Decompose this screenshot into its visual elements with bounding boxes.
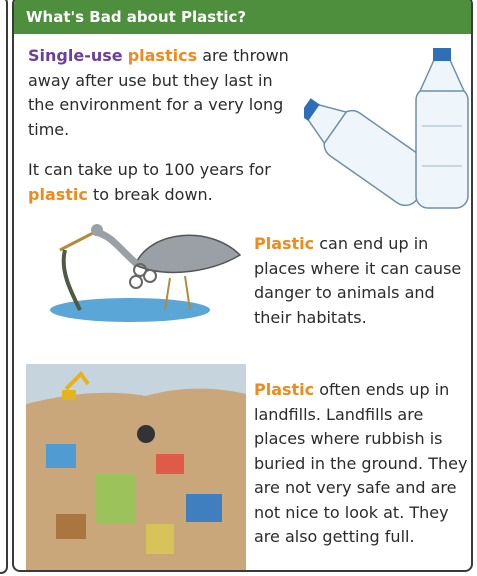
text: can end up in places where it can cause … [254,234,462,327]
panel: What's Bad about Plastic? Single-use pla… [12,0,473,572]
header-title: What's Bad about Plastic? [26,8,247,26]
landfill-image [26,364,246,570]
highlight: plastic [28,184,88,204]
bottles-image [304,48,469,209]
intro-paragraph: Single-use plastics are thrown away afte… [28,44,298,142]
text: often ends up in landfills. Landfills ar… [254,380,468,546]
heron-image [50,224,242,322]
bottle-standing [415,48,469,209]
text: to break down. [92,184,213,204]
landfills-paragraph: Plastic often ends up in landfills. Land… [254,378,471,550]
header-bar: What's Bad about Plastic? [14,0,471,34]
adjacent-panel [0,0,8,574]
highlight: Plastic [254,380,315,399]
bottle-lying [304,98,434,207]
highlight: plastics [127,46,198,65]
highlight: Plastic [254,234,315,253]
text: are thrown away after use but they last … [28,46,289,139]
highlight: Single-use [28,46,123,65]
animals-paragraph: Plastic can end up in places where it ca… [254,232,471,330]
fact-paragraph: It can take up to 100 years for plastic … [28,158,303,207]
text: It can take up to 100 years for [28,160,271,179]
